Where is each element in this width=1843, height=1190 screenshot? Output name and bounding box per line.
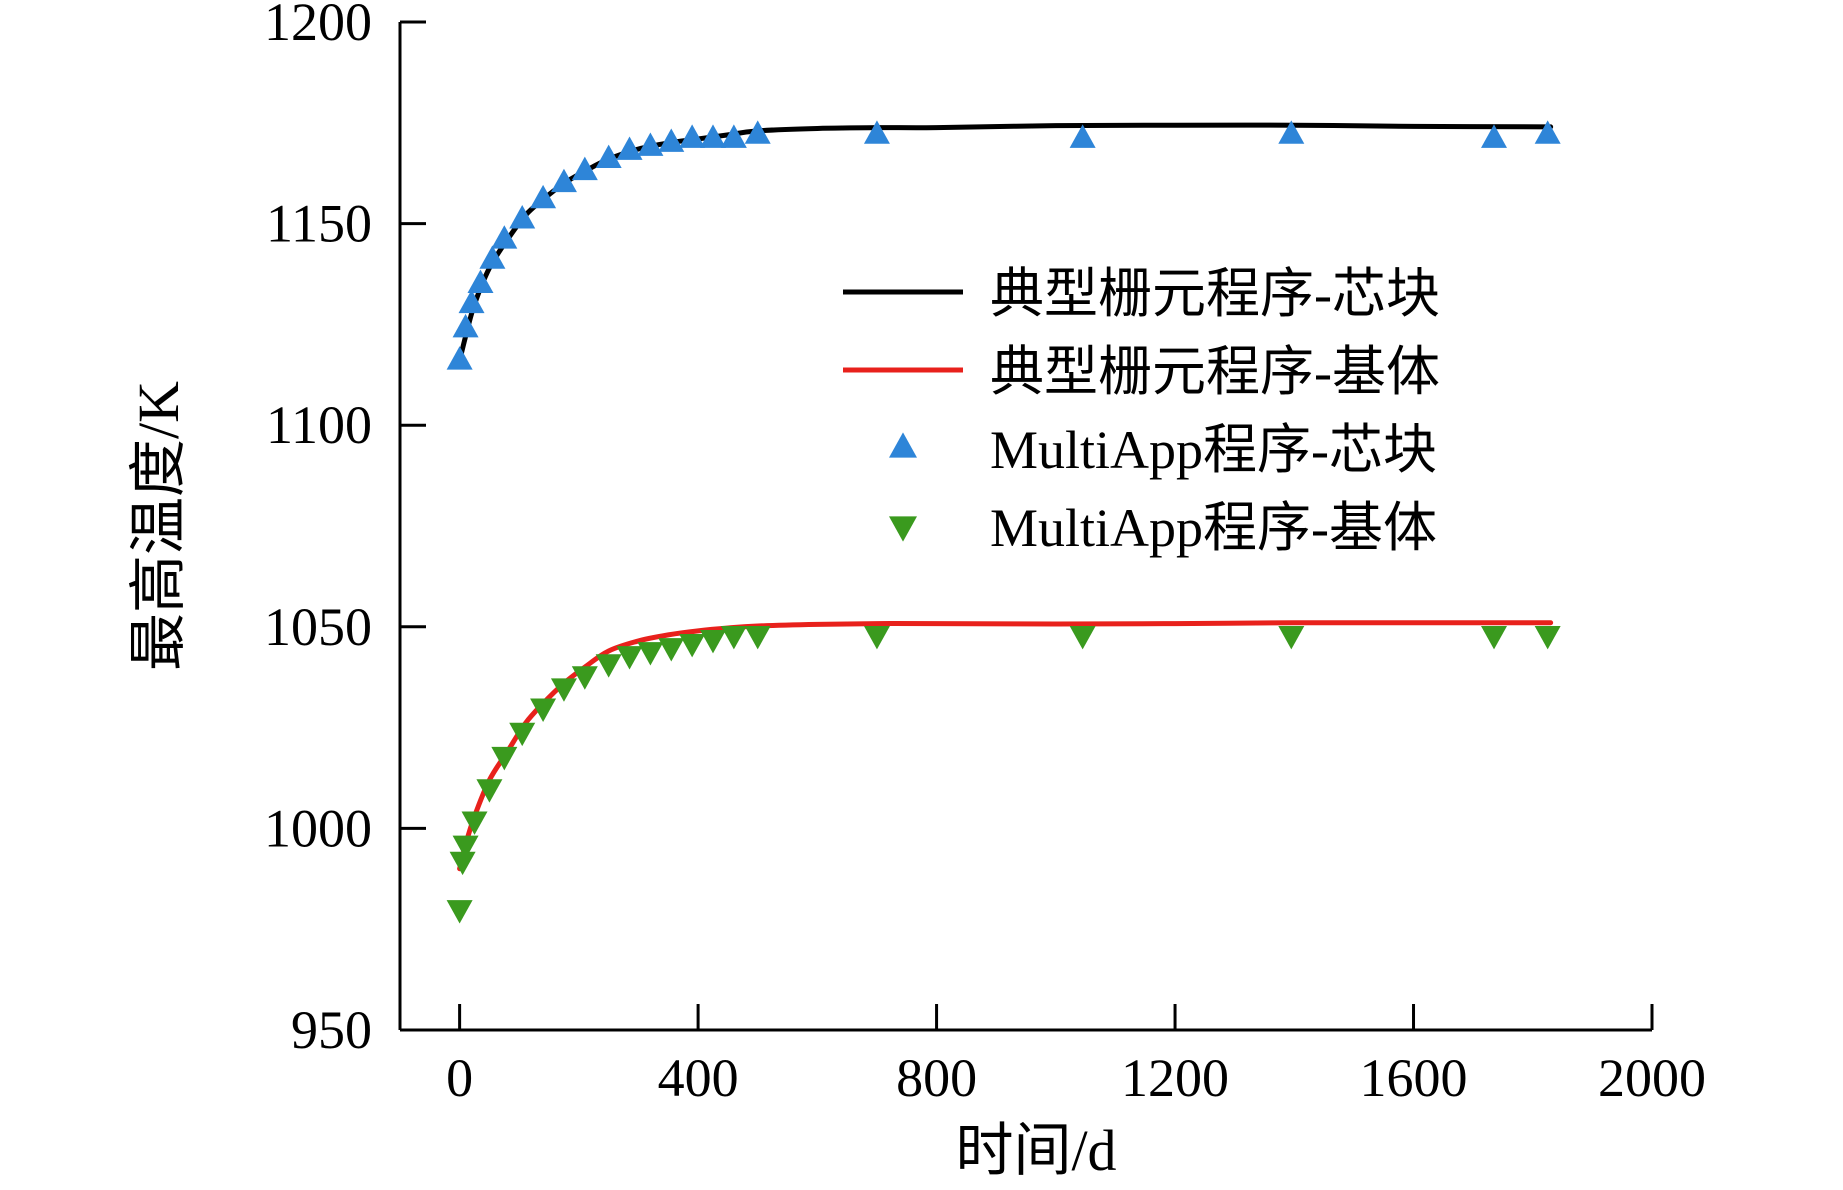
data-point [491, 746, 518, 771]
legend-item: 典型栅元程序-基体 [843, 342, 1440, 402]
data-point [479, 245, 506, 269]
data-point [658, 638, 685, 662]
x-tick-label: 1200 [1121, 1048, 1229, 1108]
legend-item: 典型栅元程序-芯块 [843, 264, 1440, 324]
data-point [863, 625, 890, 650]
data-point [863, 120, 890, 144]
data-point [452, 313, 479, 338]
data-point [658, 128, 685, 152]
x-axis-title: 时间/d [955, 1118, 1116, 1183]
y-tick-label: 1150 [266, 194, 372, 254]
data-point [476, 779, 503, 803]
data-point [1069, 124, 1096, 148]
data-point [1069, 625, 1096, 650]
data-point [550, 168, 577, 193]
data-point [700, 124, 726, 148]
legend-item: MultiApp程序-芯块 [889, 420, 1437, 480]
y-tick-label: 1100 [266, 395, 372, 455]
data-point [571, 666, 598, 690]
y-tick-label: 1000 [264, 798, 372, 858]
data-point [550, 678, 577, 702]
y-axis-ticks: 950 1000 1050 1100 1150 1200 [264, 0, 426, 1060]
y-tick-label: 1200 [264, 0, 372, 52]
data-point [1481, 625, 1508, 650]
data-point [1534, 625, 1561, 650]
y-tick-label: 1050 [264, 597, 372, 657]
legend-item: MultiApp程序-基体 [889, 498, 1437, 558]
data-point [595, 654, 622, 678]
data-point [509, 205, 536, 229]
data-point [679, 124, 706, 148]
x-tick-label: 400 [658, 1048, 739, 1108]
data-point [571, 156, 598, 181]
x-axis-ticks: 0 400 800 1200 1600 2000 [446, 1004, 1706, 1108]
legend-label: 典型栅元程序-基体 [990, 342, 1440, 402]
data-point [449, 851, 476, 876]
data-point [509, 722, 536, 747]
legend-label: MultiApp程序-基体 [990, 498, 1437, 558]
axes [398, 22, 1652, 1032]
plot-area [446, 120, 1561, 924]
data-point [637, 642, 664, 666]
series-0 [457, 122, 1554, 364]
series-2 [446, 120, 1561, 370]
y-tick-label: 950 [291, 1000, 372, 1060]
data-point [595, 144, 622, 168]
y-axis-title: 最高温度/K [126, 381, 191, 671]
series-1 [457, 620, 1554, 872]
data-point [491, 225, 518, 249]
data-point [1278, 625, 1305, 650]
x-tick-label: 2000 [1598, 1048, 1706, 1108]
legend-label: MultiApp程序-芯块 [990, 420, 1437, 480]
legend-label: 典型栅元程序-芯块 [990, 264, 1440, 324]
series-line [457, 122, 1554, 364]
x-tick-label: 0 [446, 1048, 473, 1108]
data-point [446, 346, 473, 370]
data-point [744, 625, 771, 650]
data-point [1481, 124, 1508, 148]
legend-marker-swatch [889, 516, 917, 542]
series-line [457, 620, 1554, 872]
series-3 [446, 625, 1561, 924]
data-point [458, 289, 485, 314]
data-point [720, 124, 747, 148]
data-point [744, 120, 771, 144]
data-point [616, 646, 643, 670]
legend-marker-swatch [889, 432, 917, 458]
data-point [467, 269, 494, 293]
x-tick-label: 800 [896, 1048, 977, 1108]
data-point [720, 625, 747, 650]
data-point [637, 132, 664, 156]
data-point [616, 136, 643, 160]
data-point [530, 184, 557, 209]
x-tick-label: 1600 [1360, 1048, 1468, 1108]
data-point [700, 630, 726, 654]
data-point [530, 698, 557, 722]
data-point [446, 900, 473, 924]
data-point [1278, 120, 1305, 144]
data-point [1534, 120, 1561, 144]
data-point [452, 835, 479, 860]
data-point [679, 634, 706, 658]
data-point [461, 811, 488, 835]
